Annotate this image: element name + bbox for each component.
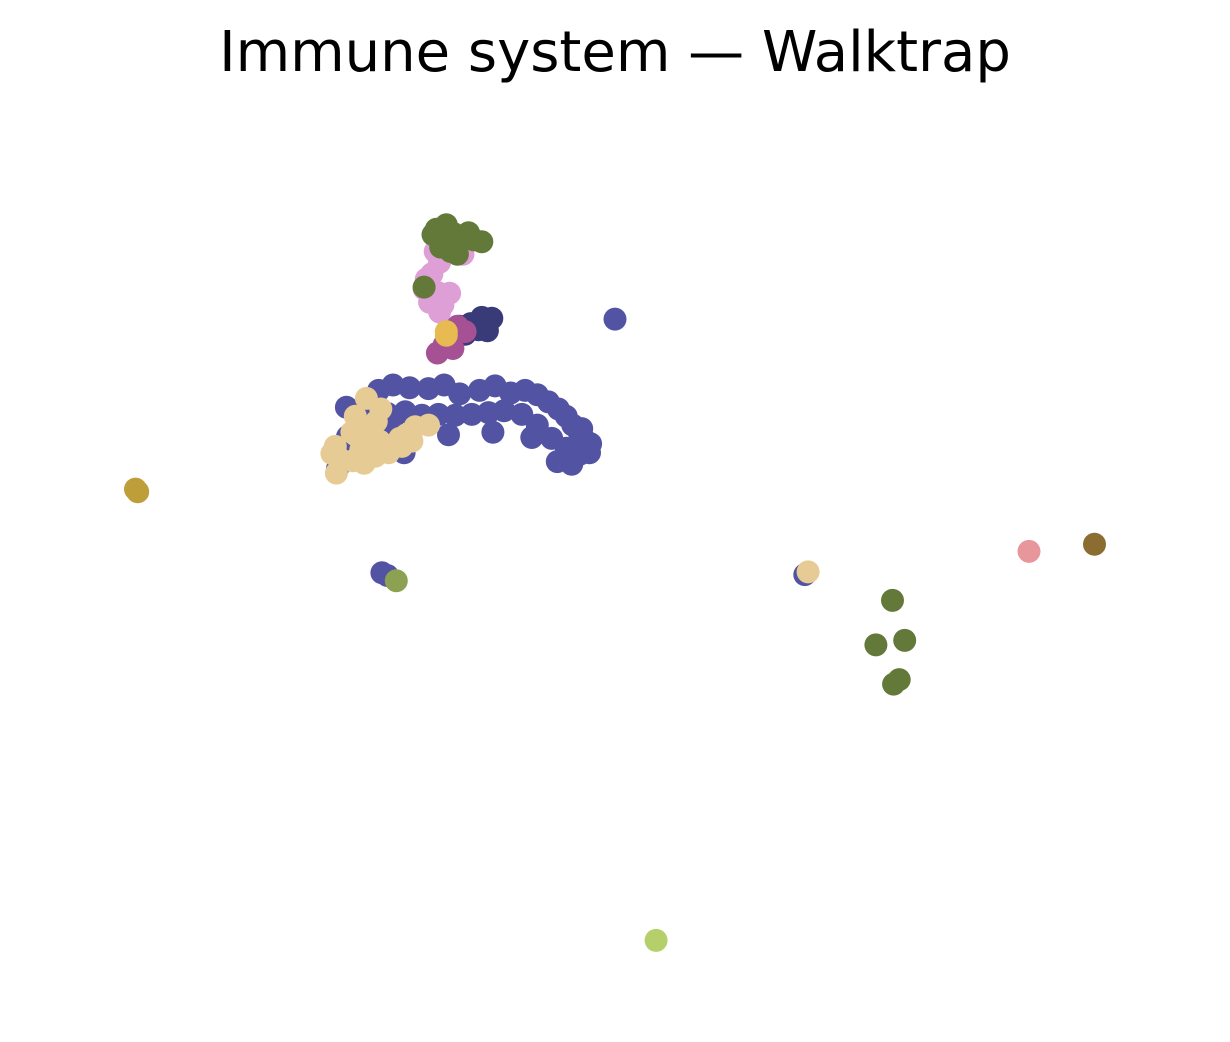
data-point [388,426,412,450]
data-point [644,928,668,952]
data-point [448,382,472,406]
data-point [545,450,569,474]
data-point [887,668,911,692]
data-point [475,319,499,343]
data-point [398,376,422,400]
data-point [428,300,452,324]
series-5 [434,320,458,347]
series-8 [124,477,150,504]
data-point [421,223,445,247]
data-point [796,560,820,584]
data-point [126,480,150,504]
data-point [457,221,480,245]
data-point [438,281,462,305]
series-6 [412,213,917,696]
data-point [434,323,458,347]
data-point [443,403,467,427]
data-point [368,429,392,453]
data-point [460,402,484,426]
data-point [1017,539,1041,563]
data-point [477,401,500,425]
data-point [864,633,888,657]
data-point [340,420,364,444]
data-point [453,320,477,344]
data-point [520,426,544,449]
data-point [481,420,505,444]
data-point [324,461,348,485]
data-point [437,423,460,447]
data-point [412,275,436,299]
data-point [881,588,904,612]
data-point [603,307,627,331]
data-point [384,569,408,593]
data-point [510,402,534,426]
data-point [320,442,344,465]
chart-title: Immune system — Walktrap [219,20,1011,85]
series-9 [1017,539,1041,563]
series-7 [384,569,408,593]
series-1 [320,386,820,584]
series-11 [644,928,668,952]
data-point [445,242,469,266]
data-point [893,628,917,652]
data-point [1083,532,1106,556]
data-point [570,417,594,441]
series-10 [1083,532,1106,556]
